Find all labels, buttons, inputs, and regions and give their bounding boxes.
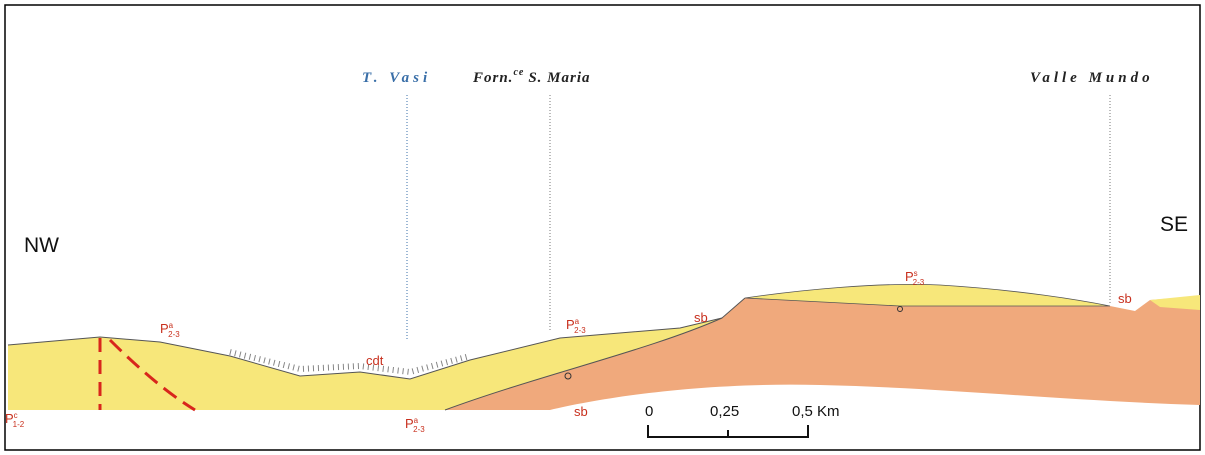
unit-base: P — [5, 411, 14, 426]
locality-name: Forn. — [472, 70, 513, 86]
contact-line — [444, 297, 746, 411]
unit-sub: 2-3 — [574, 326, 586, 335]
unit-base: P — [160, 321, 169, 336]
yellow-cap — [744, 283, 1111, 307]
locality-name: S. Maria — [528, 70, 590, 86]
scale-label: 0,5 Km — [792, 403, 840, 420]
orange-unit — [445, 296, 1200, 410]
marker — [564, 372, 572, 380]
locality-name: Valle Mundo — [1030, 70, 1154, 86]
unit-label: Pc 1-2 — [5, 411, 25, 429]
locality: T. Vasi — [362, 70, 431, 86]
marker — [897, 306, 903, 312]
direction: NW — [24, 234, 59, 257]
locality-sup: ce — [513, 67, 524, 78]
unit-base: P — [405, 416, 414, 431]
unit-label: Pa 2-3 — [160, 321, 180, 339]
cdt-label: cdt — [366, 353, 384, 368]
sb-label: sb — [574, 404, 588, 419]
unit-sub: 2-3 — [913, 278, 925, 287]
unit-sub: 1-2 — [13, 420, 25, 429]
unit-sub: 2-3 — [413, 425, 425, 434]
scale-bar — [647, 425, 809, 438]
yellow-unit — [8, 318, 722, 410]
locality: Forn.ce S. Maria — [472, 67, 591, 86]
unit-sup: c — [14, 411, 18, 420]
unit-label: Pa 2-3 — [566, 317, 586, 335]
topography — [7, 317, 723, 380]
unit-labels: Pa 2-3Pa 2-3Pa 2-3Ps 2-3Pc 1-2 — [5, 269, 925, 434]
unit-sup: a — [575, 317, 580, 326]
unit-sup: s — [914, 269, 918, 278]
unit-base: P — [905, 269, 914, 284]
direction: SE — [1160, 213, 1188, 236]
fault — [108, 338, 196, 412]
locality: Valle Mundo — [1030, 70, 1154, 86]
unit-sub: 2-3 — [168, 330, 180, 339]
unit-sup: a — [414, 416, 419, 425]
yellow-cap — [1150, 295, 1200, 310]
scale-label: 0,25 — [710, 403, 739, 420]
unit-base: P — [566, 317, 575, 332]
unit-label: Ps 2-3 — [905, 269, 925, 287]
unit-label: Pa 2-3 — [405, 416, 425, 434]
locality-name: T. Vasi — [362, 70, 431, 86]
sb-label: sb — [1118, 291, 1132, 306]
unit-sup: a — [169, 321, 174, 330]
scale-label: 0 — [645, 403, 653, 420]
sb-label: sb — [694, 310, 708, 325]
